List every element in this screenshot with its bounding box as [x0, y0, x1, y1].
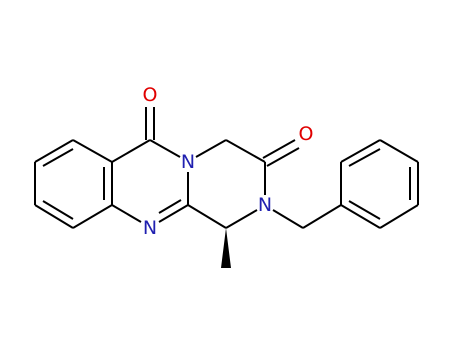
- bond: [272, 209, 304, 229]
- bond: [158, 204, 189, 223]
- bond: [34, 139, 74, 163]
- atom-label: N: [143, 217, 157, 239]
- bond: [348, 200, 381, 220]
- bond: [225, 209, 258, 229]
- bond: [379, 204, 419, 229]
- bond: [225, 139, 266, 163]
- bonds: [34, 107, 419, 268]
- bond: [111, 204, 142, 223]
- bond: [111, 139, 151, 163]
- atom-label: N: [258, 194, 272, 216]
- bond: [302, 204, 342, 229]
- bond: [340, 139, 381, 163]
- bond: [187, 204, 227, 229]
- bond: [262, 139, 296, 159]
- bond: [42, 200, 74, 220]
- wedge-bond: [221, 228, 231, 268]
- bond: [72, 204, 113, 229]
- bond: [72, 139, 113, 163]
- bond: [266, 147, 300, 167]
- bond: [149, 139, 181, 158]
- bond: [34, 204, 74, 229]
- atom-label: N: [181, 151, 195, 173]
- bond: [340, 204, 381, 229]
- bond: [42, 148, 74, 167]
- atom-label: O: [143, 84, 158, 106]
- bond: [379, 139, 419, 163]
- bond: [195, 139, 227, 158]
- atom-label: O: [299, 123, 314, 145]
- bond: [348, 148, 381, 167]
- bond: [158, 199, 182, 214]
